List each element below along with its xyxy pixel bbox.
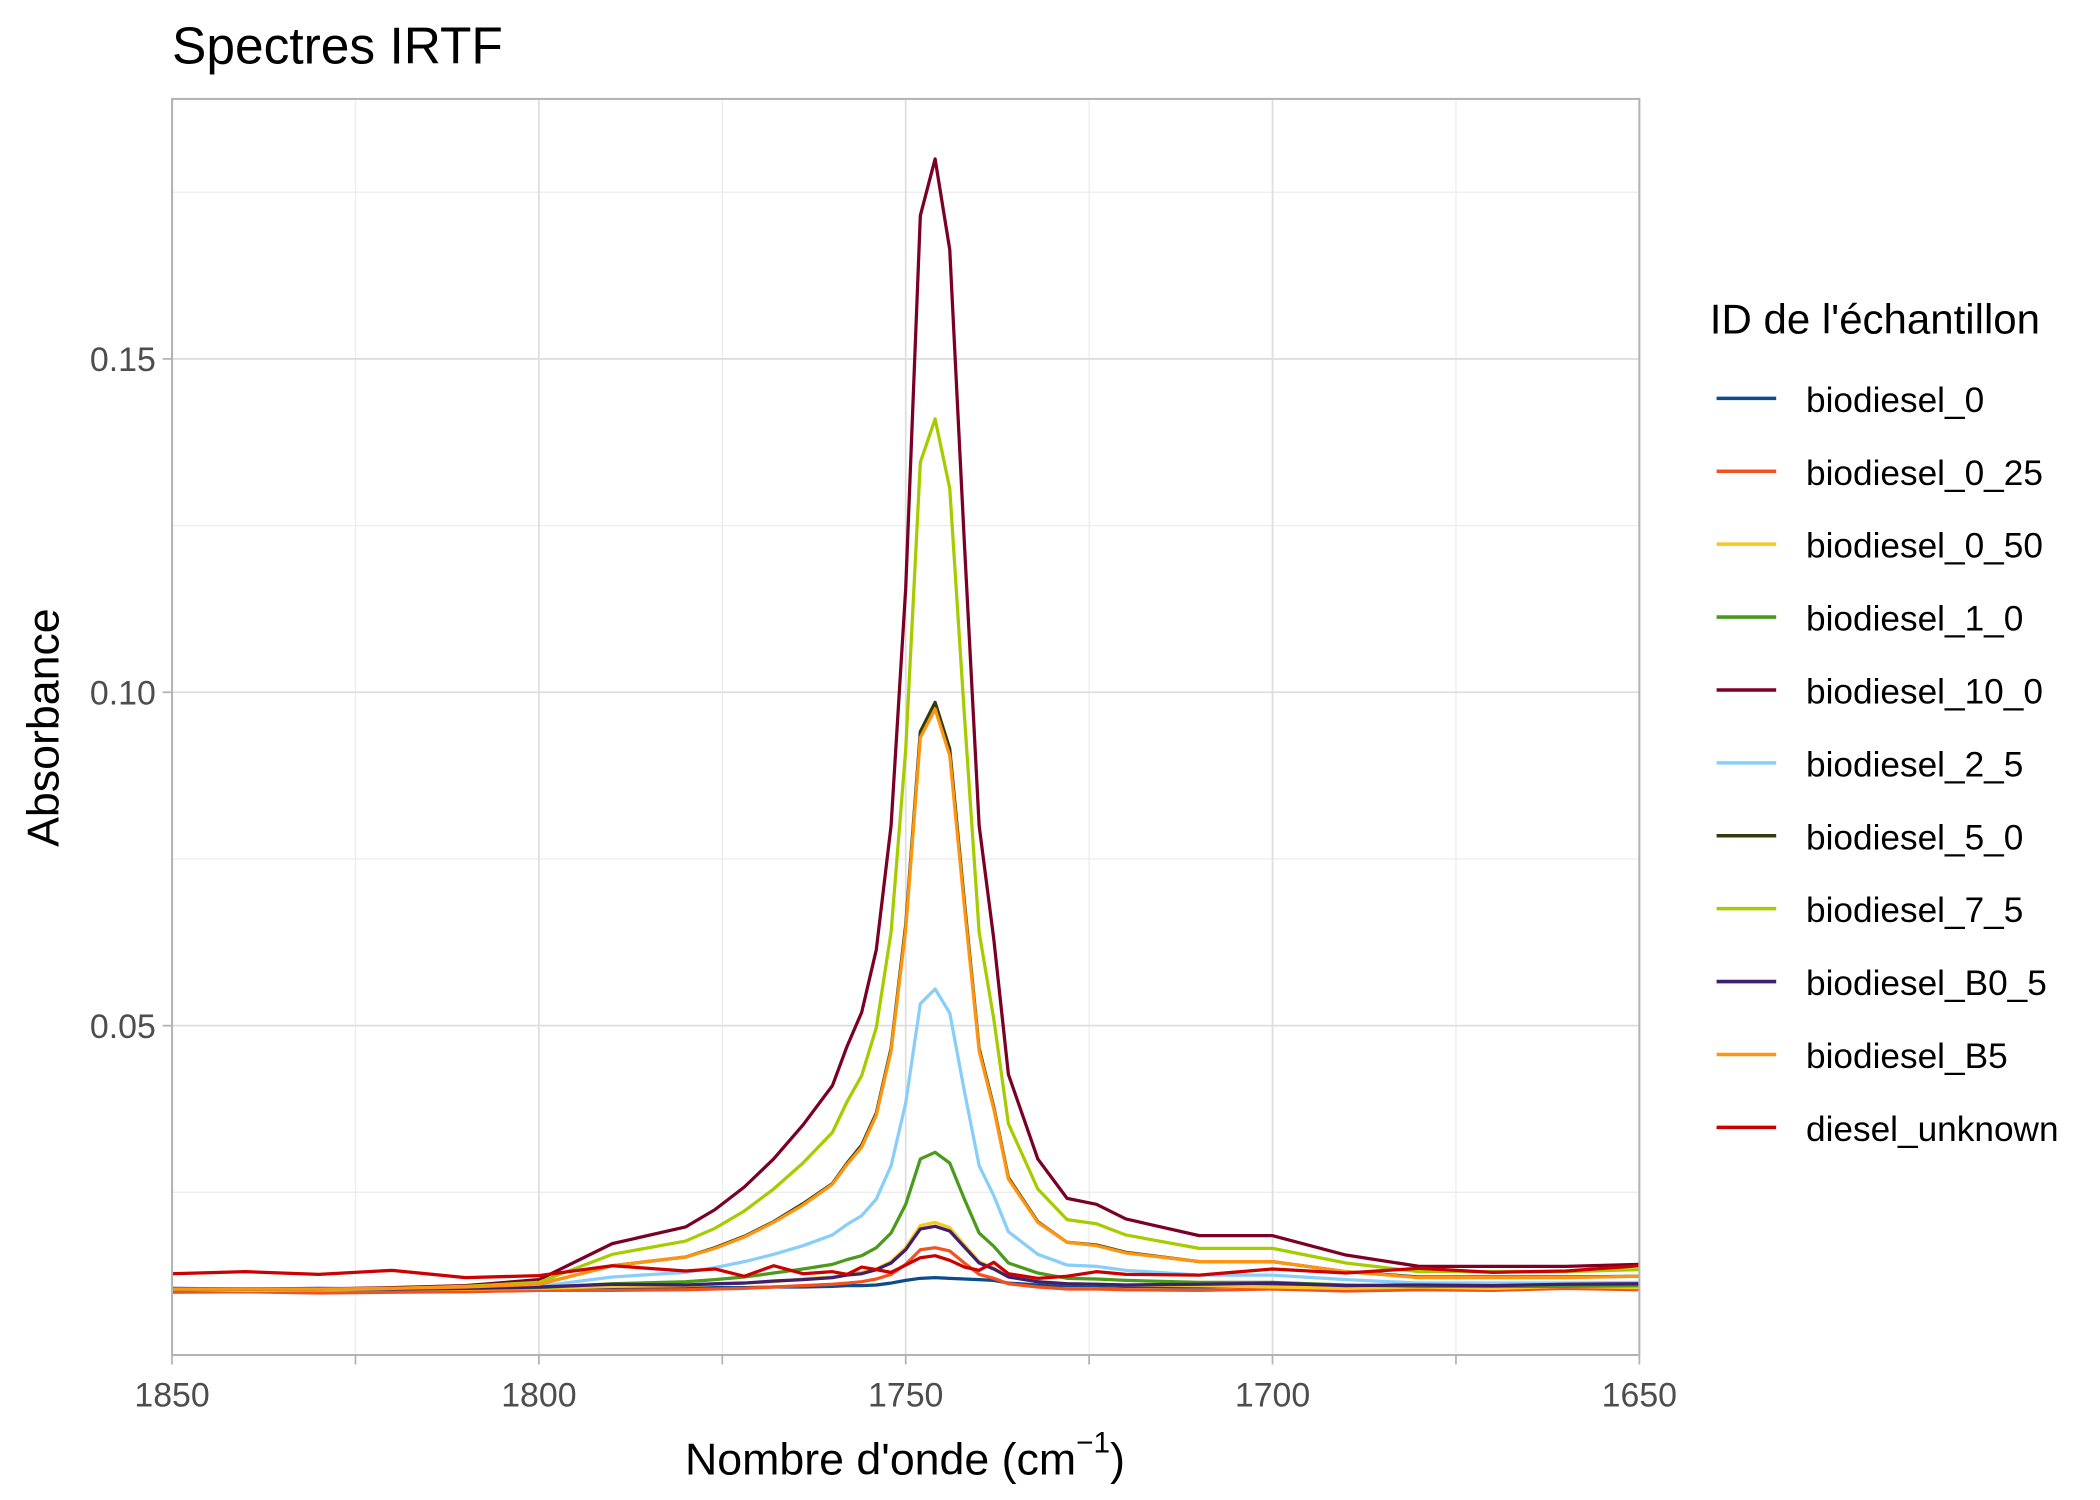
x-tick-label: 1850 — [134, 1377, 209, 1415]
legend-item: biodiesel_1_0 — [1716, 600, 2023, 639]
series-line-biodiesel_10_0 — [172, 157, 1640, 1291]
legend-label: biodiesel_1_0 — [1806, 600, 2023, 639]
legend-item: biodiesel_7_5 — [1716, 891, 2023, 930]
legend-label: diesel_unknown — [1806, 1110, 2059, 1149]
legend-label: biodiesel_10_0 — [1806, 673, 2043, 712]
legend-label: biodiesel_0 — [1806, 381, 1984, 420]
y-tick-label: 0.10 — [90, 674, 156, 712]
legend-item: biodiesel_0_50 — [1716, 527, 2043, 566]
legend-label: biodiesel_7_5 — [1806, 891, 2023, 930]
y-axis: 0.05 0.10 0.15 — [90, 341, 173, 1046]
x-tick-label: 1800 — [501, 1377, 576, 1415]
legend-label: biodiesel_2_5 — [1806, 745, 2023, 784]
legend-item: biodiesel_10_0 — [1716, 673, 2043, 712]
x-tick-label: 1750 — [868, 1377, 943, 1415]
legend-label: biodiesel_B5 — [1806, 1037, 2008, 1076]
legend-item: diesel_unknown — [1716, 1110, 2059, 1149]
x-tick-label: 1650 — [1602, 1377, 1677, 1415]
y-tick-label: 0.15 — [90, 341, 156, 379]
series-line-diesel_unknown — [172, 1254, 1640, 1280]
legend: biodiesel_0 biodiesel_0_25 biodiesel_0_50b… — [1716, 381, 2059, 1149]
legend-item: biodiesel_B0_5 — [1716, 964, 2047, 1003]
legend-item: biodiesel_0 — [1716, 381, 1984, 420]
chart-title: Spectres IRTF — [172, 17, 503, 75]
series-line-biodiesel_0_25 — [172, 1246, 1640, 1295]
legend-item: biodiesel_B5 — [1716, 1037, 2008, 1076]
legend-label: biodiesel_B0_5 — [1806, 964, 2047, 1003]
x-tick-label: 1700 — [1235, 1377, 1310, 1415]
series-lines — [172, 157, 1640, 1295]
x-axis-label: Nombre d'onde (cm−1) — [685, 1427, 1125, 1485]
series-line-biodiesel_7_5 — [172, 417, 1640, 1291]
legend-label: biodiesel_5_0 — [1806, 818, 2023, 857]
y-axis-label: Absorbance — [19, 608, 68, 847]
legend-item: biodiesel_0_25 — [1716, 454, 2043, 493]
legend-item: biodiesel_2_5 — [1716, 745, 2023, 784]
legend-label: biodiesel_0_50 — [1806, 527, 2043, 566]
legend-item: biodiesel_5_0 — [1716, 818, 2023, 857]
y-tick-label: 0.05 — [90, 1008, 156, 1046]
legend-label: biodiesel_0_25 — [1806, 454, 2043, 493]
series-line-biodiesel_B0_5 — [172, 1224, 1640, 1291]
legend-title: ID de l'échantillon — [1710, 295, 2040, 342]
x-axis: 1850 1800 1750 1700 1650 — [134, 1355, 1677, 1415]
